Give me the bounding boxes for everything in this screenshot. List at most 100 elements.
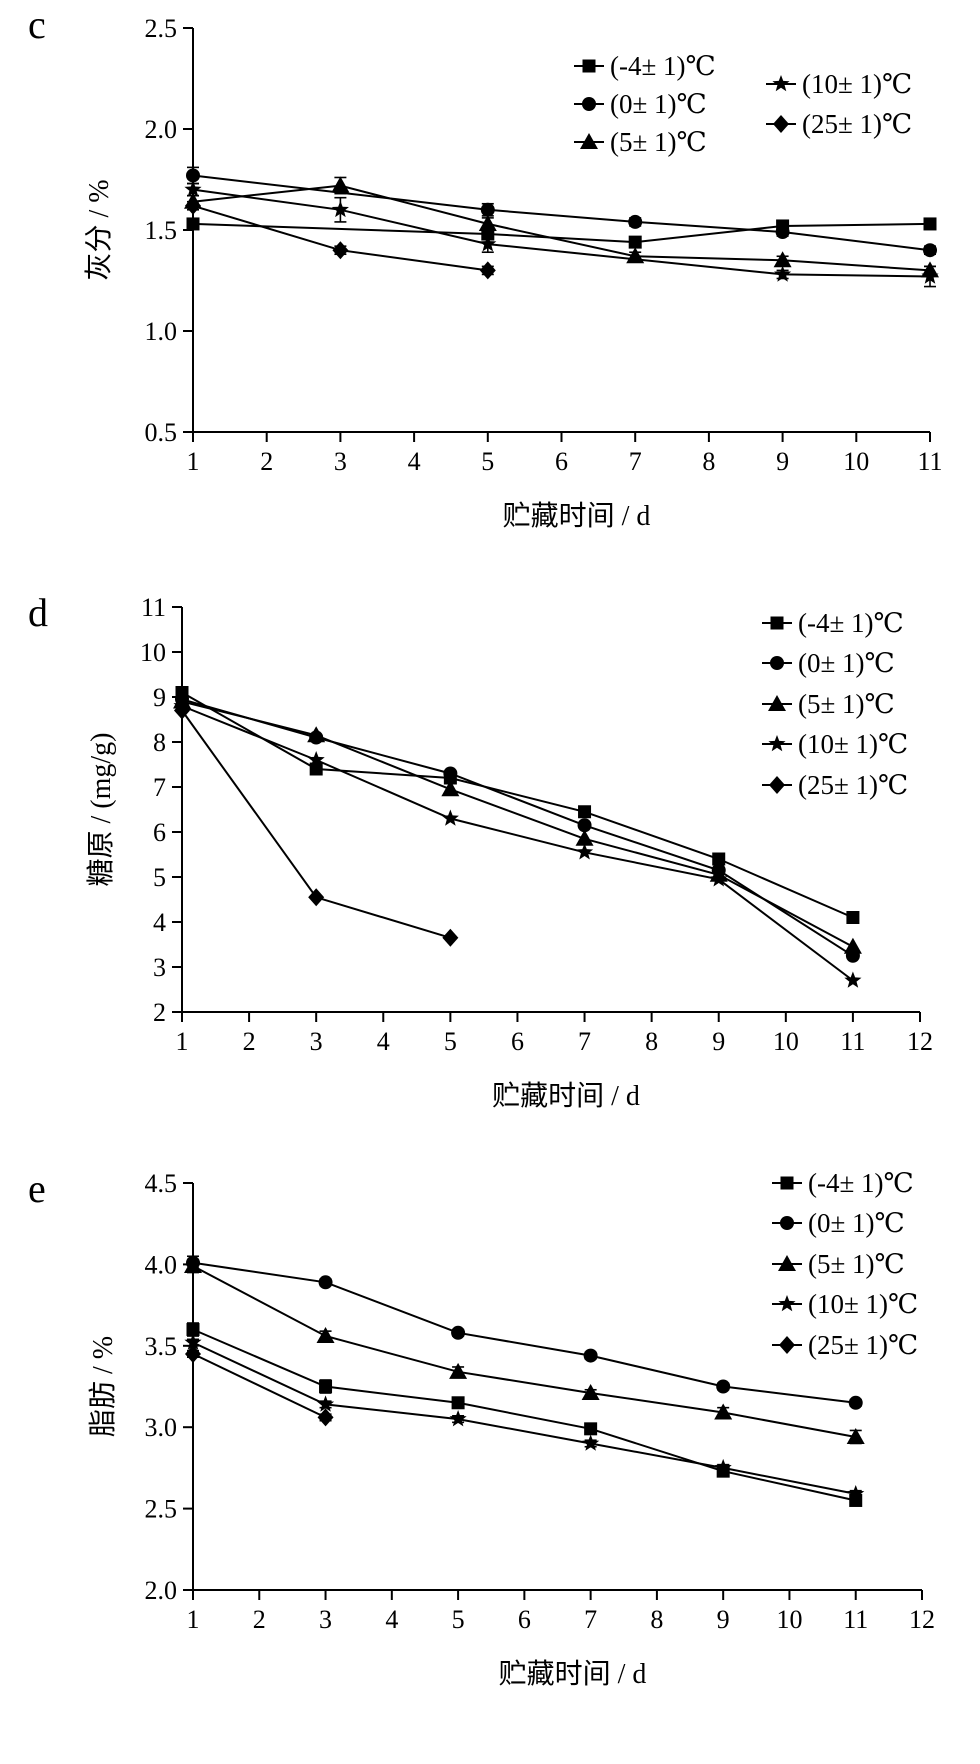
x-tick-label: 5 [481, 447, 494, 476]
x-tick-label: 4 [408, 447, 421, 476]
legend-marker-square-icon [582, 59, 596, 73]
series-line [181, 700, 854, 948]
series-0 [186, 1322, 863, 1507]
x-tick-label: 8 [645, 1027, 658, 1056]
y-tick-label: 7 [153, 773, 166, 802]
legend-entry: (10± 1)℃ [766, 69, 912, 99]
data-point-square [186, 217, 200, 231]
x-tick-label: 6 [555, 447, 568, 476]
panel-letter: c [28, 2, 46, 47]
legend-entry: (5± 1)℃ [574, 127, 707, 157]
series-line [192, 1352, 326, 1419]
x-tick-label: 5 [452, 1605, 465, 1634]
x-tick-label: 9 [712, 1027, 725, 1056]
x-tick-label: 11 [840, 1027, 865, 1056]
series-line [192, 1261, 856, 1404]
x-tick-label: 12 [907, 1027, 933, 1056]
data-point-square [846, 911, 860, 924]
legend-entry: (25± 1)℃ [766, 109, 912, 139]
legend-label: (25± 1)℃ [798, 770, 908, 800]
data-point-diamond [174, 701, 190, 720]
legend-entry: (25± 1)℃ [772, 1330, 918, 1360]
series-0 [175, 686, 860, 924]
data-point-circle [186, 168, 200, 183]
data-point-star [479, 235, 497, 252]
legend-label: (-4± 1)℃ [610, 51, 716, 81]
series-2 [173, 692, 862, 954]
series-line [181, 698, 854, 957]
series-3 [184, 1333, 865, 1502]
series-3 [184, 180, 939, 288]
data-point-triangle [331, 176, 350, 193]
x-axis-title: 贮藏时间 / d [492, 1080, 640, 1112]
legend-marker-diamond-icon [773, 115, 789, 133]
data-point-triangle [581, 1384, 600, 1401]
chart-panel-c: c 0.5 1.0 1.5 2.0 2.5 1 2 3 4 5 6 7 8 9 10 11 贮藏时间 / d 灰分 … [28, 2, 943, 532]
legend-label: (0± 1)℃ [610, 89, 707, 119]
legend-label: (25± 1)℃ [808, 1330, 918, 1360]
data-point-triangle [316, 1327, 335, 1344]
data-point-circle [848, 1395, 863, 1410]
data-point-star [774, 265, 792, 282]
data-point-star [307, 751, 325, 768]
data-point-square [628, 235, 642, 249]
x-tick-label: 8 [702, 447, 715, 476]
data-point-circle [318, 1275, 333, 1290]
data-point-diamond [332, 241, 349, 260]
y-tick-label: 4 [153, 908, 166, 937]
series-line [192, 184, 931, 272]
y-tick-label: 3 [153, 953, 166, 982]
legend-marker-square-icon [780, 1176, 794, 1190]
y-tick-label: 8 [153, 728, 166, 757]
legend-marker-triangle-icon [580, 133, 598, 149]
y-tick-label: 4.5 [145, 1169, 178, 1198]
y-tick-label: 1.5 [145, 216, 178, 245]
x-tick-label: 6 [511, 1027, 524, 1056]
x-tick-label: 10 [843, 447, 869, 476]
x-tick-label: 7 [629, 447, 642, 476]
series-line [192, 1265, 856, 1438]
data-point-triangle [441, 780, 460, 797]
y-tick-label: 1.0 [145, 317, 178, 346]
legend-label: (25± 1)℃ [802, 109, 912, 139]
y-tick-label: 2 [153, 998, 166, 1027]
data-point-circle [775, 225, 790, 240]
x-tick-label: 1 [187, 447, 200, 476]
legend-marker-square-icon [770, 616, 784, 630]
x-tick-label: 9 [717, 1605, 730, 1634]
y-tick-label: 10 [140, 638, 166, 667]
x-tick-label: 2 [243, 1027, 256, 1056]
data-point-circle [923, 243, 937, 258]
series-line [192, 1328, 856, 1502]
legend-label: (-4± 1)℃ [798, 608, 904, 638]
x-tick-label: 10 [773, 1027, 799, 1056]
legend-label: (-4± 1)℃ [808, 1168, 914, 1198]
x-tick-label: 9 [776, 447, 789, 476]
data-point-diamond [185, 1344, 201, 1363]
data-point-square [923, 217, 937, 231]
data-point-triangle [714, 1403, 733, 1420]
data-point-circle [577, 818, 592, 833]
legend-marker-star-icon [768, 735, 786, 752]
series-line [192, 1341, 856, 1495]
series-1 [175, 692, 860, 963]
y-tick-label: 2.5 [145, 1495, 178, 1524]
x-tick-label: 6 [518, 1605, 531, 1634]
series-line [181, 705, 854, 982]
x-tick-label: 7 [578, 1027, 591, 1056]
data-point-square [451, 1396, 465, 1410]
data-point-diamond [317, 1408, 334, 1427]
data-point-diamond [185, 196, 201, 215]
data-point-triangle [575, 829, 594, 846]
legend-marker-circle-icon [780, 1216, 794, 1230]
y-tick-label: 2.0 [145, 115, 178, 144]
y-tick-label: 3.0 [145, 1413, 178, 1442]
legend-entry: (25± 1)℃ [762, 770, 908, 800]
data-point-circle [480, 202, 495, 217]
data-point-square [186, 1323, 200, 1337]
x-tick-label: 11 [917, 447, 942, 476]
y-tick-label: 11 [141, 593, 166, 622]
legend-entry: (-4± 1)℃ [762, 608, 904, 638]
x-tick-label: 3 [319, 1605, 332, 1634]
